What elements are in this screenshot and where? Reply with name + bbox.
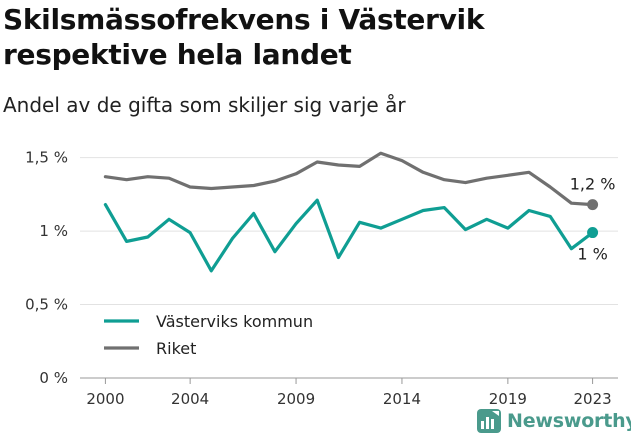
- series-line-0: [103, 198, 595, 273]
- series-end-point: [587, 199, 599, 211]
- x-axis: 2000 2004 2009 2014 2019 2023: [86, 378, 612, 408]
- brand-logo: Newsworthy: [476, 406, 631, 436]
- x-tick-label: 2004: [171, 390, 209, 408]
- x-tick-label: 2009: [277, 390, 315, 408]
- series-lines: [103, 151, 599, 273]
- y-tick-label: 1 %: [39, 222, 68, 240]
- y-tick-label: 1,5 %: [25, 149, 68, 167]
- series-line-1: [103, 151, 595, 207]
- chart-title: Skilsmässofrekvens i Västervik respektiv…: [3, 3, 485, 71]
- y-tick-label: 0,5 %: [25, 296, 68, 314]
- brand-name: Newsworthy: [507, 410, 631, 432]
- series-end-point: [587, 227, 599, 239]
- x-tick-label: 2014: [383, 390, 421, 408]
- x-tick-label: 2019: [489, 390, 527, 408]
- end-labels: 1 % 1,2 %: [570, 175, 616, 264]
- x-tick-label: 2000: [86, 390, 124, 408]
- series-end-label: 1,2 %: [570, 175, 616, 194]
- legend-label: Riket: [156, 339, 196, 358]
- x-tick-label: 2023: [573, 390, 611, 408]
- chart-subtitle: Andel av de gifta som skiljer sig varje …: [3, 93, 406, 117]
- legend: Västerviks kommun Riket: [104, 312, 313, 358]
- series-end-label: 1 %: [577, 245, 607, 264]
- grid-lines: [80, 157, 618, 379]
- newsworthy-logo-icon: [477, 409, 501, 433]
- y-tick-label: 0 %: [39, 369, 68, 387]
- legend-label: Västerviks kommun: [156, 312, 313, 331]
- y-axis: 0 % 0,5 % 1 % 1,5 %: [25, 149, 68, 387]
